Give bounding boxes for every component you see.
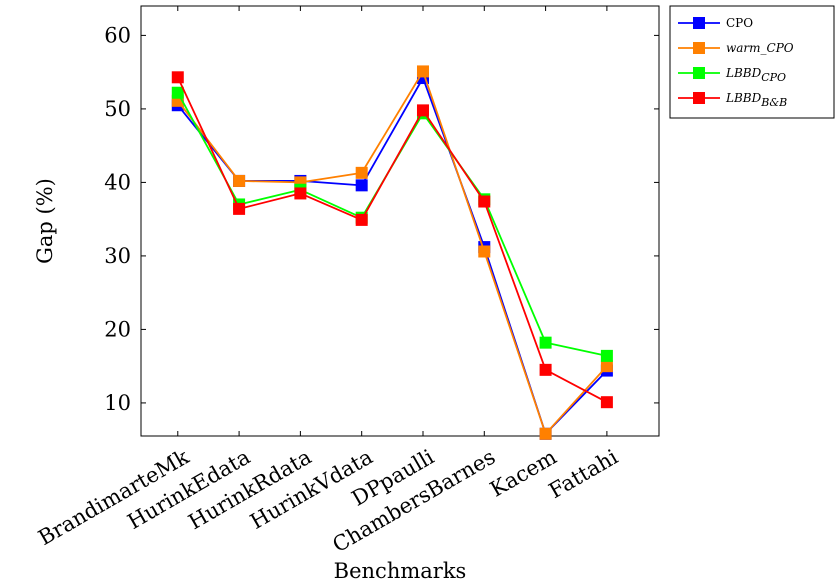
legend-marker (693, 17, 705, 29)
x-tick-label: Fattahi (545, 445, 622, 504)
plot-frame (140, 5, 660, 437)
data-point (416, 65, 429, 78)
data-point (416, 104, 429, 117)
legend-label: warm_CPO (726, 41, 794, 55)
data-point (600, 396, 613, 409)
series-2 (171, 65, 613, 440)
data-point (355, 166, 368, 179)
y-tick-label: 50 (104, 97, 131, 121)
data-point (539, 427, 552, 440)
data-point (171, 86, 184, 99)
legend-marker (693, 92, 705, 104)
legend-label: CPO (726, 16, 753, 30)
data-point (355, 179, 368, 192)
data-point (600, 360, 613, 373)
legend-item: CPO (678, 16, 753, 30)
data-point (233, 174, 246, 187)
x-axis: BrandimarteMkHurinkEdataHurinkRdataHurin… (34, 6, 622, 557)
data-point (539, 363, 552, 376)
y-tick-label: 60 (104, 23, 131, 47)
legend: CPO warm_CPO LBBDCPO LBBDB&B (669, 5, 835, 119)
series-1 (171, 72, 613, 440)
series-3 (171, 86, 613, 362)
legend-label: LBBDCPO (725, 66, 786, 84)
y-axis-title: Gap (%) (33, 178, 57, 264)
legend-item: LBBDCPO (678, 66, 786, 84)
data-point (478, 195, 491, 208)
y-tick-label: 30 (104, 244, 131, 268)
legend-marker (693, 42, 705, 54)
data-point (233, 202, 246, 215)
data-point (478, 245, 491, 258)
data-point (355, 213, 368, 226)
series-4 (171, 71, 613, 409)
legend-label: LBBDB&B (725, 91, 787, 109)
series-line (176, 76, 608, 403)
legend-item: LBBDB&B (678, 91, 787, 109)
plot-area (140, 5, 660, 437)
y-axis: 10 20 30 40 50 60 (104, 23, 659, 415)
data-point (539, 336, 552, 349)
series-lines (171, 65, 613, 440)
y-tick-label: 40 (104, 170, 131, 194)
y-tick-label: 10 (104, 391, 131, 415)
series-line (177, 70, 608, 435)
data-point (171, 71, 184, 84)
series-line (177, 77, 608, 435)
data-point (600, 349, 613, 362)
legend-item: warm_CPO (678, 41, 794, 55)
data-point (294, 187, 307, 200)
y-tick-label: 20 (104, 317, 131, 341)
x-tick-label: Kacem (486, 445, 561, 502)
x-axis-title: Benchmarks (334, 559, 467, 583)
legend-marker (693, 67, 705, 79)
